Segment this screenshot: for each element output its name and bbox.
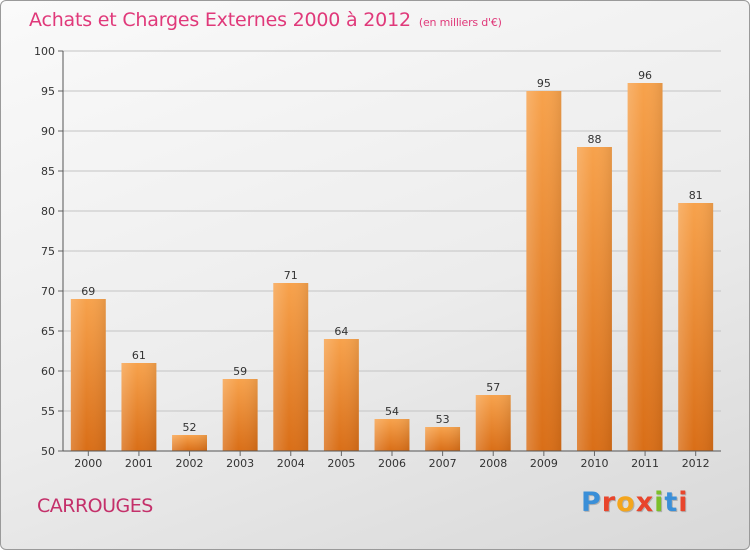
bar-value-label: 54 bbox=[385, 405, 399, 418]
bar-value-label: 57 bbox=[486, 381, 500, 394]
bar-value-label: 53 bbox=[436, 413, 450, 426]
y-tick-label: 50 bbox=[41, 445, 55, 458]
bar-value-label: 81 bbox=[689, 189, 703, 202]
x-tick-label: 2003 bbox=[226, 457, 254, 470]
bar-shine bbox=[678, 203, 714, 451]
bar-value-label: 71 bbox=[284, 269, 298, 282]
x-tick-label: 2005 bbox=[327, 457, 355, 470]
x-tick-label: 2009 bbox=[530, 457, 558, 470]
bar-shine bbox=[627, 83, 663, 451]
x-tick-label: 2004 bbox=[277, 457, 305, 470]
x-tick-label: 2000 bbox=[74, 457, 102, 470]
x-tick-label: 2012 bbox=[682, 457, 710, 470]
bar-value-label: 95 bbox=[537, 77, 551, 90]
grid-layer bbox=[63, 50, 721, 452]
logo-letter: o bbox=[616, 487, 636, 518]
logo-letter: r bbox=[601, 487, 617, 518]
bar-shine bbox=[172, 435, 208, 451]
y-tick-label: 85 bbox=[41, 165, 55, 178]
logo-letter: P bbox=[581, 487, 602, 518]
logo-letter: i bbox=[654, 487, 665, 518]
y-tick-label: 100 bbox=[34, 45, 55, 58]
x-tick-label: 2006 bbox=[378, 457, 406, 470]
x-tick-label: 2002 bbox=[176, 457, 204, 470]
bar-value-label: 88 bbox=[587, 133, 601, 146]
y-tick-label: 55 bbox=[41, 405, 55, 418]
x-tick-label: 2010 bbox=[580, 457, 608, 470]
bar-shine bbox=[526, 91, 562, 451]
y-tick-label: 75 bbox=[41, 245, 55, 258]
bar-shine bbox=[121, 363, 157, 451]
x-tick-label: 2008 bbox=[479, 457, 507, 470]
x-tick-label: 2011 bbox=[631, 457, 659, 470]
bar-shine bbox=[374, 419, 410, 451]
commune-name: CARROUGES bbox=[37, 495, 153, 517]
bar-shine bbox=[273, 283, 309, 451]
y-tick-label: 90 bbox=[41, 125, 55, 138]
x-tick-label: 2007 bbox=[429, 457, 457, 470]
bar-value-label: 69 bbox=[81, 285, 95, 298]
y-tick-label: 60 bbox=[41, 365, 55, 378]
chart-title-text: Achats et Charges Externes 2000 à 2012 bbox=[29, 9, 411, 31]
bar-value-label: 96 bbox=[638, 69, 652, 82]
bar-value-label: 64 bbox=[334, 325, 348, 338]
bar-shine bbox=[576, 147, 612, 451]
logo-letter: t bbox=[664, 487, 679, 518]
y-tick-label: 70 bbox=[41, 285, 55, 298]
axis-layer: 50 55 60 65 70 75 80 85 90 95 100 2000 2001 2002 2003 2… bbox=[34, 45, 721, 470]
logo-letter: x bbox=[635, 487, 655, 518]
bar-shine bbox=[323, 339, 359, 451]
y-tick-label: 65 bbox=[41, 325, 55, 338]
bar-shine bbox=[475, 395, 511, 451]
bar-value-label: 52 bbox=[183, 421, 197, 434]
y-tick-label: 95 bbox=[41, 85, 55, 98]
chart-subtitle: (en milliers d'€) bbox=[418, 16, 502, 29]
bar-shine bbox=[222, 379, 258, 451]
bar-shine bbox=[70, 299, 106, 451]
bar-value-label: 61 bbox=[132, 349, 146, 362]
chart-title: Achats et Charges Externes 2000 à 2012 (e… bbox=[29, 9, 502, 31]
bar-shine bbox=[425, 427, 461, 451]
y-tick-label: 80 bbox=[41, 205, 55, 218]
x-tick-label: 2001 bbox=[125, 457, 153, 470]
logo-letter: i bbox=[678, 487, 689, 518]
bar-layer: 69 61 52 59 71 64 54 53 57 95 88 96 81 bbox=[70, 69, 714, 451]
proxiti-logo[interactable]: Proxiti bbox=[581, 487, 689, 518]
bar-value-label: 59 bbox=[233, 365, 247, 378]
